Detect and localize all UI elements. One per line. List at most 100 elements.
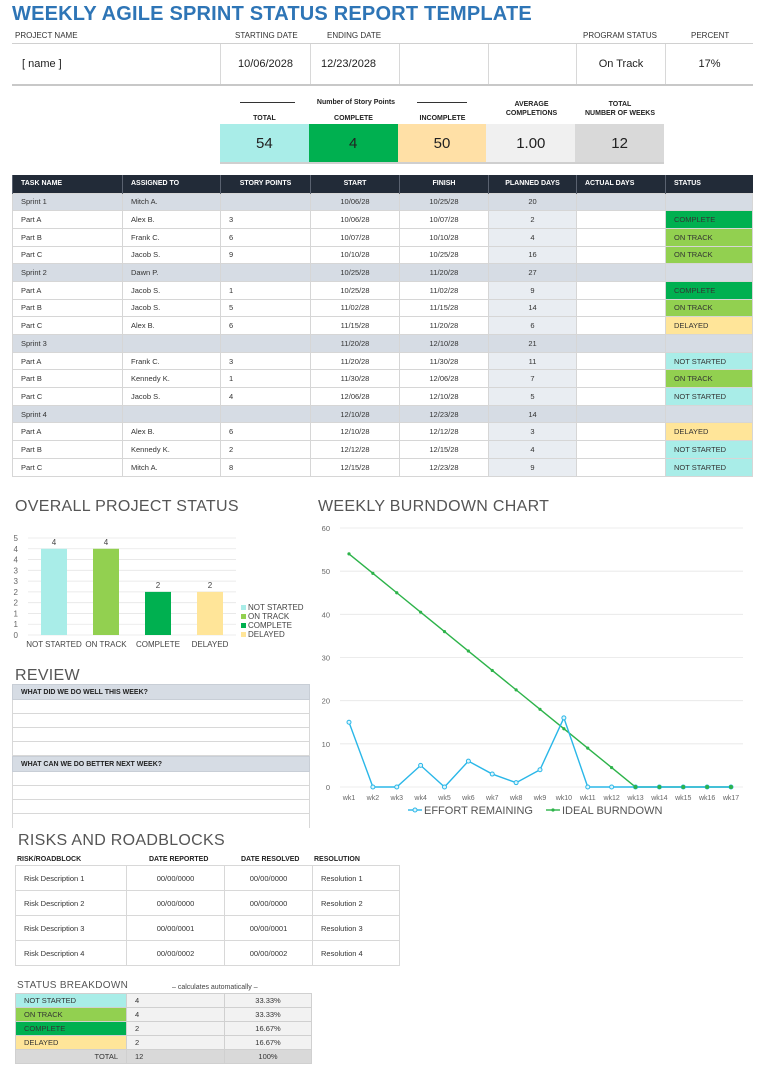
cell-start[interactable]: 11/20/28	[310, 351, 400, 371]
cell-assigned[interactable]: Alex B.	[122, 210, 221, 229]
cell-start[interactable]: 12/06/28	[310, 387, 400, 406]
cell-planned[interactable]: 11	[488, 351, 577, 371]
cell-assigned[interactable]: Jacob S.	[122, 245, 221, 265]
cell-actual[interactable]	[576, 334, 666, 353]
cell-status[interactable]	[665, 334, 753, 353]
risk-cell[interactable]: Resolution 1	[312, 865, 400, 891]
cell-finish[interactable]: 12/10/28	[399, 334, 489, 353]
cell-points[interactable]	[220, 404, 311, 424]
cell-points[interactable]: 9	[220, 245, 311, 265]
risk-cell[interactable]: Resolution 4	[312, 940, 400, 966]
cell-actual[interactable]	[576, 422, 666, 442]
cell-task[interactable]: Part C	[12, 457, 123, 477]
cell-planned[interactable]: 4	[488, 227, 577, 247]
cell-finish[interactable]: 12/12/28	[399, 422, 489, 442]
cell-points[interactable]: 8	[220, 457, 311, 477]
cell-actual[interactable]	[576, 387, 666, 406]
cell-planned[interactable]: 3	[488, 422, 577, 442]
cell-assigned[interactable]: Frank C.	[122, 351, 221, 371]
cell-assigned[interactable]: Alex B.	[122, 316, 221, 335]
cell-finish[interactable]: 10/07/28	[399, 210, 489, 229]
cell-points[interactable]: 5	[220, 298, 311, 318]
cell-points[interactable]: 2	[220, 440, 311, 459]
cell-planned[interactable]: 9	[488, 280, 577, 300]
cell-task[interactable]: Part B	[12, 298, 123, 318]
cell-status[interactable]: NOT STARTED	[665, 457, 753, 477]
cell-status[interactable]: ON TRACK	[665, 298, 753, 318]
cell-finish[interactable]: 11/02/28	[399, 280, 489, 300]
cell-planned[interactable]: 5	[488, 387, 577, 406]
cell-task[interactable]: Part C	[12, 387, 123, 406]
percent-field[interactable]: 17%	[665, 44, 753, 84]
risk-cell[interactable]: 00/00/0001	[224, 915, 313, 941]
risk-cell[interactable]: Risk Description 4	[15, 940, 127, 966]
risk-cell[interactable]: 00/00/0000	[126, 865, 225, 891]
cell-task[interactable]: Part A	[12, 351, 123, 371]
starting-date-field[interactable]: 10/06/2028	[220, 44, 310, 84]
cell-actual[interactable]	[576, 192, 666, 212]
cell-assigned[interactable]: Mitch A.	[122, 192, 221, 212]
bar-delayed[interactable]	[197, 591, 223, 635]
cell-status[interactable]	[665, 263, 753, 282]
cell-actual[interactable]	[576, 404, 666, 424]
cell-task[interactable]: Part A	[12, 280, 123, 300]
cell-assigned[interactable]: Frank C.	[122, 227, 221, 247]
cell-assigned[interactable]	[122, 334, 221, 353]
cell-points[interactable]	[220, 263, 311, 282]
cell-start[interactable]: 11/02/28	[310, 298, 400, 318]
cell-points[interactable]: 3	[220, 351, 311, 371]
risk-cell[interactable]: 00/00/0000	[126, 890, 225, 916]
cell-actual[interactable]	[576, 298, 666, 318]
cell-task[interactable]: Part B	[12, 369, 123, 389]
risk-cell[interactable]: Risk Description 3	[15, 915, 127, 941]
review-line[interactable]	[12, 700, 310, 714]
cell-planned[interactable]: 20	[488, 192, 577, 212]
cell-finish[interactable]: 11/20/28	[399, 316, 489, 335]
cell-actual[interactable]	[576, 263, 666, 282]
cell-start[interactable]: 12/10/28	[310, 404, 400, 424]
cell-task[interactable]: Part A	[12, 210, 123, 229]
cell-start[interactable]: 10/06/28	[310, 192, 400, 212]
cell-start[interactable]: 11/15/28	[310, 316, 400, 335]
cell-start[interactable]: 11/30/28	[310, 369, 400, 389]
cell-start[interactable]: 12/12/28	[310, 440, 400, 459]
cell-status[interactable]: ON TRACK	[665, 245, 753, 265]
review-line[interactable]	[12, 728, 310, 742]
review-line[interactable]	[12, 814, 310, 828]
cell-actual[interactable]	[576, 227, 666, 247]
risk-cell[interactable]: 00/00/0000	[224, 865, 313, 891]
cell-status[interactable]: COMPLETE	[665, 280, 753, 300]
cell-actual[interactable]	[576, 210, 666, 229]
project-name-field[interactable]: [ name ]	[22, 58, 62, 70]
review-line[interactable]	[12, 714, 310, 728]
cell-status[interactable]: NOT STARTED	[665, 351, 753, 371]
cell-finish[interactable]: 11/30/28	[399, 351, 489, 371]
cell-finish[interactable]: 12/23/28	[399, 457, 489, 477]
cell-task[interactable]: Part C	[12, 316, 123, 335]
cell-start[interactable]: 10/07/28	[310, 227, 400, 247]
cell-actual[interactable]	[576, 457, 666, 477]
cell-finish[interactable]: 12/10/28	[399, 387, 489, 406]
cell-start[interactable]: 10/25/28	[310, 280, 400, 300]
cell-planned[interactable]: 16	[488, 245, 577, 265]
cell-planned[interactable]: 7	[488, 369, 577, 389]
cell-finish[interactable]: 10/25/28	[399, 245, 489, 265]
cell-planned[interactable]: 14	[488, 298, 577, 318]
bar-complete[interactable]	[145, 591, 171, 635]
risk-cell[interactable]: Risk Description 2	[15, 890, 127, 916]
cell-assigned[interactable]: Jacob S.	[122, 298, 221, 318]
cell-task[interactable]: Sprint 3	[12, 334, 123, 353]
cell-points[interactable]: 6	[220, 422, 311, 442]
cell-start[interactable]: 10/06/28	[310, 210, 400, 229]
cell-points[interactable]: 3	[220, 210, 311, 229]
cell-finish[interactable]: 11/15/28	[399, 298, 489, 318]
cell-points[interactable]: 1	[220, 369, 311, 389]
cell-status[interactable]: DELAYED	[665, 422, 753, 442]
cell-planned[interactable]: 14	[488, 404, 577, 424]
cell-assigned[interactable]: Dawn P.	[122, 263, 221, 282]
cell-assigned[interactable]: Alex B.	[122, 422, 221, 442]
cell-actual[interactable]	[576, 351, 666, 371]
cell-task[interactable]: Part B	[12, 227, 123, 247]
ending-date-field[interactable]: 12/23/2028	[310, 44, 399, 84]
cell-points[interactable]: 1	[220, 280, 311, 300]
